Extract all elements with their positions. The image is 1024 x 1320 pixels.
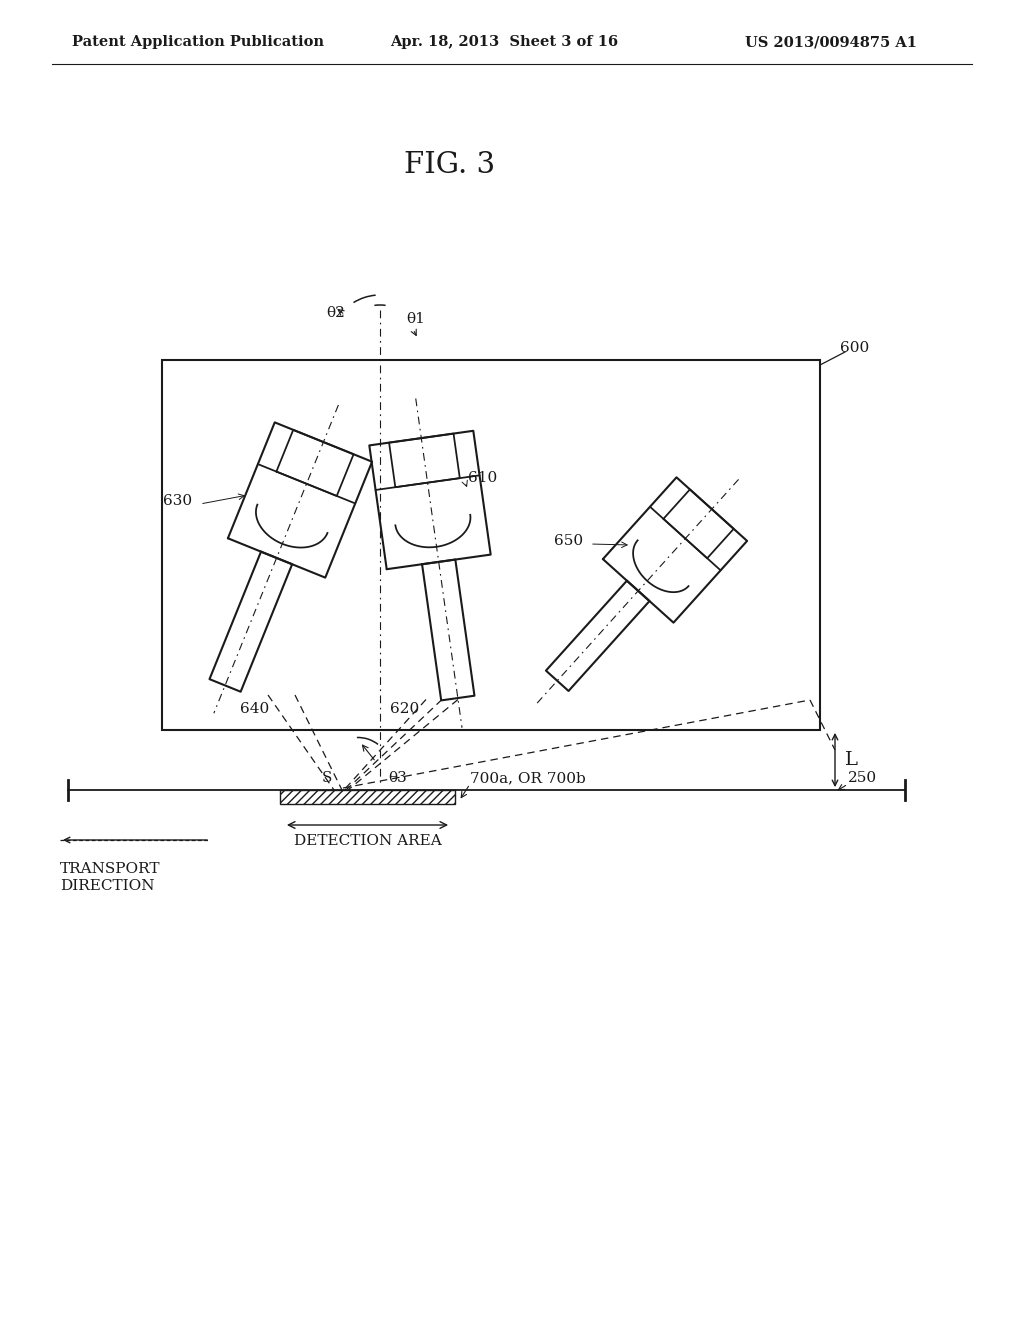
Text: DETECTION AREA: DETECTION AREA: [294, 834, 441, 847]
Text: US 2013/0094875 A1: US 2013/0094875 A1: [745, 36, 918, 49]
Text: Patent Application Publication: Patent Application Publication: [72, 36, 324, 49]
Bar: [280, 789, 455, 804]
Text: 640: 640: [240, 702, 269, 715]
Text: L: L: [845, 751, 858, 770]
Text: 700a, OR 700b: 700a, OR 700b: [470, 771, 586, 785]
Text: Apr. 18, 2013  Sheet 3 of 16: Apr. 18, 2013 Sheet 3 of 16: [390, 36, 618, 49]
Text: θ2: θ2: [326, 306, 345, 319]
Text: θ1: θ1: [406, 312, 425, 326]
Text: 250: 250: [848, 771, 878, 785]
Text: FIG. 3: FIG. 3: [404, 150, 496, 180]
Text: 600: 600: [840, 341, 869, 355]
Text: 650: 650: [554, 535, 583, 548]
Text: 630: 630: [163, 494, 193, 508]
Text: 610: 610: [468, 471, 498, 484]
Bar: [162, 360, 820, 730]
Text: θ3: θ3: [388, 771, 407, 785]
Text: S: S: [322, 771, 333, 785]
Text: 620: 620: [390, 702, 419, 715]
Text: TRANSPORT
DIRECTION: TRANSPORT DIRECTION: [60, 862, 161, 894]
